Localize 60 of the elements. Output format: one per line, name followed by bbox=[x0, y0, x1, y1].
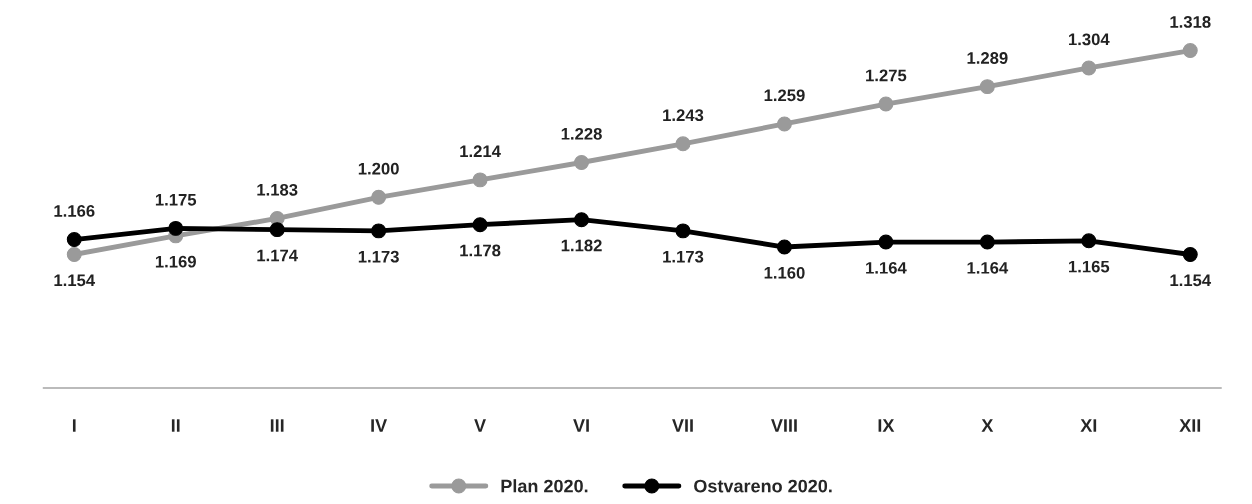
point bbox=[1182, 247, 1198, 262]
data-label: 1.289 bbox=[967, 52, 1008, 64]
legend-label: Ostvareno 2020. bbox=[694, 479, 832, 493]
data-label: 1.214 bbox=[460, 145, 501, 157]
x-tick-label: VII bbox=[672, 419, 693, 432]
legend-label: Plan 2020. bbox=[501, 479, 588, 493]
data-label: 1.304 bbox=[1069, 33, 1110, 46]
x-tick-label: VIII bbox=[771, 419, 797, 432]
x-tick-label: VI bbox=[573, 419, 589, 432]
data-label: 1.164 bbox=[967, 261, 1009, 274]
x-tick-label: II bbox=[171, 419, 180, 432]
point bbox=[878, 96, 894, 112]
data-label: 1.275 bbox=[866, 69, 907, 82]
data-label: 1.175 bbox=[155, 194, 197, 206]
data-label: 1.164 bbox=[866, 261, 907, 274]
data-label: 1.174 bbox=[257, 249, 298, 262]
point bbox=[776, 116, 792, 132]
point bbox=[979, 234, 995, 250]
x-tick-label: X bbox=[981, 419, 994, 432]
data-label: 1.243 bbox=[663, 109, 704, 122]
x-tick-label: IV bbox=[371, 419, 388, 432]
x-tick-label: XII bbox=[1179, 419, 1201, 432]
x-tick-label: I bbox=[72, 419, 76, 432]
data-label: 1.154 bbox=[54, 274, 96, 287]
point bbox=[979, 79, 995, 95]
data-label: 1.169 bbox=[155, 255, 196, 268]
data-label: 1.165 bbox=[1069, 260, 1110, 273]
point bbox=[472, 217, 488, 233]
point bbox=[574, 155, 589, 170]
data-label: 1.183 bbox=[257, 183, 298, 196]
point bbox=[472, 172, 488, 188]
data-label: 1.166 bbox=[54, 205, 95, 217]
point bbox=[776, 239, 792, 255]
point bbox=[168, 220, 184, 236]
point bbox=[1182, 43, 1198, 59]
point bbox=[371, 223, 387, 239]
data-label: 1.259 bbox=[764, 89, 805, 102]
point bbox=[66, 247, 82, 262]
data-label: 1.178 bbox=[460, 244, 501, 257]
data-label: 1.154 bbox=[1170, 274, 1212, 287]
data-label: 1.182 bbox=[561, 239, 602, 252]
point bbox=[574, 212, 589, 228]
x-tick-label: IX bbox=[878, 419, 895, 432]
data-label: 1.318 bbox=[1170, 16, 1211, 28]
point bbox=[66, 232, 82, 248]
data-label: 1.200 bbox=[358, 162, 399, 175]
point bbox=[675, 223, 691, 239]
point bbox=[371, 189, 387, 205]
data-label: 1.173 bbox=[663, 250, 704, 263]
x-tick-label: XI bbox=[1080, 419, 1097, 432]
point bbox=[675, 136, 691, 152]
data-label: 1.228 bbox=[561, 127, 602, 140]
point bbox=[269, 222, 285, 238]
x-tick-label: III bbox=[270, 419, 284, 432]
data-label: 1.160 bbox=[764, 266, 805, 279]
data-label: 1.173 bbox=[358, 250, 399, 263]
point bbox=[1081, 60, 1097, 76]
point bbox=[1081, 233, 1097, 249]
point bbox=[878, 234, 894, 250]
x-tick-label: V bbox=[474, 419, 486, 432]
